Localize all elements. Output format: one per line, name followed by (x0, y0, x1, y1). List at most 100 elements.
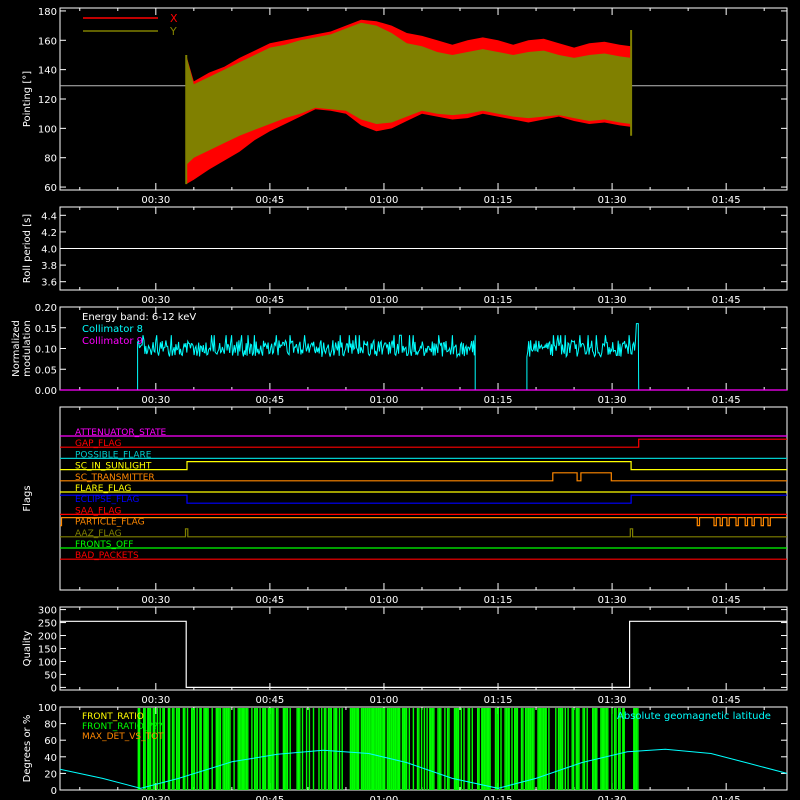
front-ratio-bar (397, 708, 399, 790)
y-axis-label: Normalized (11, 320, 22, 377)
front-ratio-bar (401, 708, 404, 790)
latitude-annotation: Absolute geomagnetic latitude (617, 711, 771, 722)
front-ratio-bar (555, 708, 557, 790)
y-tick-label: 100 (38, 124, 57, 135)
panel-1: 00:30 00:45 01:00 01:15 01:30 01:45 60 80 100 120… (22, 7, 788, 206)
x-tick-label: 01:45 (712, 195, 741, 206)
front-ratio-bar (455, 708, 457, 790)
front-ratio-bar (162, 708, 164, 790)
flag-line (60, 438, 787, 448)
legend-label: Collimator 8 (82, 324, 143, 335)
front-ratio-bar (203, 708, 205, 790)
front-ratio-bar (496, 708, 498, 790)
flag-line (60, 472, 787, 482)
collimator-8-line (137, 323, 640, 391)
front-ratio-bar (333, 708, 335, 790)
front-ratio-bar (163, 708, 165, 790)
flag-label: BAD_PACKETS (75, 551, 139, 561)
front-ratio-bar (540, 708, 542, 790)
x-tick-label: 00:30 (141, 595, 170, 606)
front-ratio-bar (137, 708, 139, 790)
front-ratio-bar (285, 708, 287, 790)
front-ratio-bar (457, 708, 460, 790)
y-axis-label: Roll period [s] (22, 214, 33, 283)
front-ratio-bar (193, 708, 196, 790)
flag-label: GAP_FLAG (75, 439, 121, 449)
front-ratio-bar (390, 708, 393, 790)
front-ratio-bar (312, 708, 315, 790)
front-ratio-bar (605, 708, 608, 790)
x-tick-label: 01:00 (370, 295, 399, 306)
front-ratio-bar (378, 708, 380, 790)
front-ratio-bar (275, 708, 278, 790)
flag-line (60, 494, 787, 504)
y-axis-label: Quality (22, 631, 33, 667)
x-tick-label: 01:00 (370, 695, 399, 706)
front-ratio-bar (204, 708, 206, 790)
front-ratio-bar (471, 708, 473, 790)
front-ratio-bar (251, 708, 253, 790)
front-ratio-bar (511, 708, 513, 790)
x-tick-label: 00:30 (141, 395, 170, 406)
flag-label: PARTICLE_FLAG (75, 518, 145, 528)
x-tick-label: 01:30 (598, 295, 627, 306)
front-ratio-bar (148, 708, 150, 790)
front-ratio-bar (611, 708, 613, 790)
front-ratio-bar (508, 708, 510, 790)
y-tick-label: 0.00 (35, 386, 57, 397)
x-tick-label: 01:15 (484, 695, 513, 706)
front-ratio-bar (619, 708, 621, 790)
front-ratio-bar (225, 708, 227, 790)
y-tick-label: 160 (38, 36, 57, 47)
front-ratio-bar (247, 708, 249, 790)
front-ratio-bar (431, 708, 434, 790)
x-tick-label: 01:30 (598, 595, 627, 606)
front-ratio-bar (207, 708, 209, 790)
front-ratio-bar (429, 708, 431, 790)
panel-frame (59, 406, 788, 591)
legend-label: Y (169, 25, 177, 38)
front-ratio-bar (381, 708, 383, 790)
front-ratio-bar (196, 708, 198, 790)
legend-label: MAX_DET_VS_TOT (82, 732, 164, 742)
y-tick-label: 150 (38, 645, 57, 656)
front-ratio-bar (557, 708, 560, 790)
front-ratio-bar (561, 708, 564, 790)
front-ratio-bar (301, 708, 304, 790)
front-ratio-bar (408, 708, 410, 790)
flag-label: FLARE_FLAG (75, 484, 131, 494)
front-ratio-bar (289, 708, 291, 790)
front-ratio-bar (388, 708, 390, 790)
front-ratio-bar (430, 708, 432, 790)
front-ratio-bar (240, 708, 242, 790)
front-ratio-bar (173, 708, 175, 790)
front-ratio-bar (392, 708, 394, 790)
panel-6: 00:30 00:45 01:00 01:15 01:30 01:45 0 20 40 60 80 1… (22, 703, 788, 800)
front-ratio-bar (507, 708, 509, 790)
front-ratio-bar (500, 708, 502, 790)
front-ratio-bar (233, 708, 235, 790)
front-ratio-bar (426, 708, 428, 790)
front-ratio-bar (481, 708, 483, 790)
flag-label: AAZ_FLAG (75, 529, 122, 539)
front-ratio-bar (607, 708, 609, 790)
y-tick-label: 300 (38, 606, 57, 617)
flag-label: FRONTS_OFF (75, 540, 133, 550)
front-ratio-bar (488, 708, 490, 790)
front-ratio-bar (262, 708, 264, 790)
front-ratio-bar (329, 708, 331, 790)
x-tick-label: 01:45 (712, 595, 741, 606)
front-ratio-bar (505, 708, 508, 790)
front-ratio-bar (321, 708, 323, 790)
front-ratio-bar (211, 708, 213, 790)
front-ratio-bar (263, 708, 265, 790)
front-ratio-bar (318, 708, 320, 790)
x-tick-label: 01:45 (712, 695, 741, 706)
front-ratio-bar (296, 708, 298, 790)
x-tick-label: 01:30 (598, 395, 627, 406)
front-ratio-bar (394, 708, 397, 790)
front-ratio-bar (192, 708, 194, 790)
y-tick-label: 200 (38, 632, 57, 643)
front-ratio-bar (618, 708, 620, 790)
